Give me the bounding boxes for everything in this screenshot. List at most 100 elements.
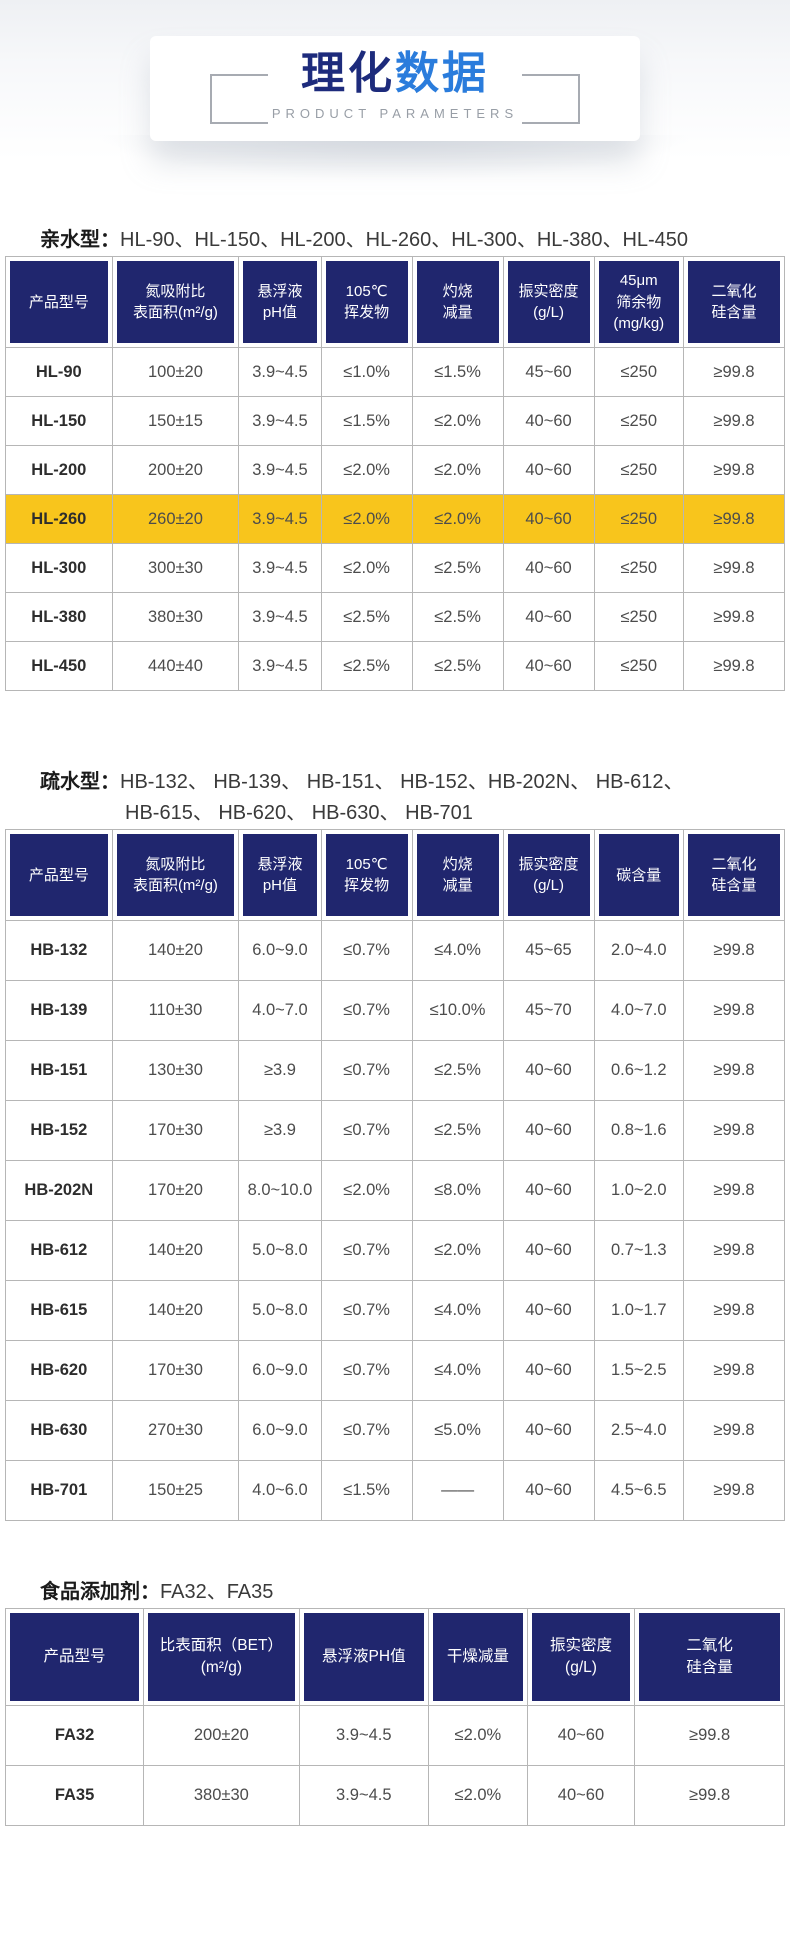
column-header: 干燥减量 [427,1608,528,1707]
value-cell: ≥99.8 [683,592,785,643]
column-header: 灼烧 减量 [411,256,504,349]
value-cell: ≤1.0% [320,347,413,398]
column-header: 氮吸附比 表面积(m²/g) [111,256,240,349]
column-header: 悬浮液 pH值 [238,256,322,349]
value-cell: ≥99.8 [683,347,785,398]
value-cell: ≤2.0% [427,1765,528,1827]
value-cell: 4.0~7.0 [238,980,322,1042]
value-cell: ≤1.5% [320,396,413,447]
value-cell: ≤2.0% [320,445,413,496]
column-header: 45μm 筛余物 (mg/kg) [593,256,685,349]
column-header-label: 悬浮液PH值 [303,1613,424,1702]
value-cell: 3.9~4.5 [298,1705,429,1767]
value-cell: 170±30 [111,1100,240,1162]
product-model-cell: HB-701 [5,1460,113,1522]
value-cell: 380±30 [111,592,240,643]
value-cell: 4.0~7.0 [593,980,685,1042]
product-model-cell: HB-202N [5,1160,113,1222]
value-cell: 270±30 [111,1400,240,1462]
section-models: FA32、FA35 [160,1581,274,1604]
column-header-label: 氮吸附比 表面积(m²/g) [116,261,235,344]
column-header: 产品型号 [5,829,113,922]
section-label: 疏水型： [40,771,120,794]
value-cell: ≤2.5% [320,641,413,692]
hydrophobic-table: 产品型号 氮吸附比 表面积(m²/g) 悬浮液 pH值 105℃ 挥发物 灼烧 减量 振实… [5,829,785,1522]
value-cell: 200±20 [111,445,240,496]
value-cell: ≥3.9 [238,1040,322,1102]
value-cell: ≤4.0% [411,920,504,982]
value-cell: 40~60 [502,592,595,643]
product-model-cell: HL-90 [5,347,113,398]
value-cell: 45~70 [502,980,595,1042]
column-header: 105℃ 挥发物 [320,256,413,349]
value-cell: ≤2.0% [320,494,413,545]
value-cell: ≤250 [593,396,685,447]
column-header-label: 振实密度 (g/L) [507,261,590,344]
product-model-cell: HB-630 [5,1400,113,1462]
column-header-label: 105℃ 挥发物 [325,261,408,344]
value-cell: —— [411,1460,504,1522]
column-header-label: 悬浮液 pH值 [243,261,317,344]
value-cell: 6.0~9.0 [238,920,322,982]
column-header-label: 二氧化 硅含量 [639,1613,780,1702]
value-cell: ≥99.8 [683,1220,785,1282]
value-cell: 0.8~1.6 [593,1100,685,1162]
value-cell: 1.0~1.7 [593,1280,685,1342]
table-row: HB-139 110±30 4.0~7.0 ≤0.7% ≤10.0% 45~70 4.0~7… [5,980,785,1042]
value-cell: ≥99.8 [683,445,785,496]
page-header: 理化数据 PRODUCT PARAMETERS [0,0,790,200]
column-header: 振实密度 (g/L) [502,256,595,349]
table-row: HL-150 150±15 3.9~4.5 ≤1.5% ≤2.0% 40~60 ≤250 ≥9… [5,396,785,447]
value-cell: ≥99.8 [683,980,785,1042]
value-cell: 6.0~9.0 [238,1400,322,1462]
value-cell: ≤4.0% [411,1340,504,1402]
value-cell: 440±40 [111,641,240,692]
page-subtitle: PRODUCT PARAMETERS [271,106,519,122]
value-cell: 40~60 [502,641,595,692]
value-cell: ≥99.8 [683,494,785,545]
table-row: HL-450 440±40 3.9~4.5 ≤2.5% ≤2.5% 40~60 ≤250 ≥9… [5,641,785,692]
value-cell: 3.9~4.5 [238,347,322,398]
table-row: HB-152 170±30 ≥3.9 ≤0.7% ≤2.5% 40~60 0.8~1.6 ≥9… [5,1100,785,1162]
value-cell: 40~60 [502,1220,595,1282]
value-cell: ≤2.5% [320,592,413,643]
value-cell: 140±20 [111,920,240,982]
value-cell: ≤2.0% [320,1160,413,1222]
product-model-cell: HB-152 [5,1100,113,1162]
hydrophilic-table: 产品型号 氮吸附比 表面积(m²/g) 悬浮液 pH值 105℃ 挥发物 灼烧 减量 振实… [5,256,785,692]
left-bracket-decoration [209,74,268,124]
value-cell: 40~60 [526,1705,636,1767]
value-cell: ≥99.8 [683,396,785,447]
value-cell: ≤2.0% [411,445,504,496]
value-cell: ≤8.0% [411,1160,504,1222]
value-cell: 4.5~6.5 [593,1460,685,1522]
value-cell: ≤0.7% [320,980,413,1042]
section-models-line2: HB-615、 HB-620、 HB-630、 HB-701 [125,802,473,825]
value-cell: ≤250 [593,494,685,545]
value-cell: 3.9~4.5 [238,445,322,496]
value-cell: 260±20 [111,494,240,545]
value-cell: ≤250 [593,592,685,643]
right-bracket-decoration [522,74,581,124]
section-title-hydrophobic: 疏水型：HB-132、 HB-139、 HB-151、 HB-152、HB-20… [40,767,754,829]
value-cell: ≥99.8 [683,1160,785,1222]
value-cell: ≤0.7% [320,1100,413,1162]
product-model-cell: HB-615 [5,1280,113,1342]
value-cell: ≤1.5% [411,347,504,398]
table-row: FA35 380±30 3.9~4.5 ≤2.0% 40~60 ≥99.8 [4,1765,785,1827]
column-header-label: 45μm 筛余物 (mg/kg) [598,261,680,344]
value-cell: 170±30 [111,1340,240,1402]
column-header-label: 二氧化 硅含量 [688,834,780,917]
value-cell: ≥99.8 [683,1100,785,1162]
product-model-cell: HB-151 [5,1040,113,1102]
value-cell: ≤250 [593,543,685,594]
table-row: HL-380 380±30 3.9~4.5 ≤2.5% ≤2.5% 40~60 ≤250 ≥9… [5,592,785,643]
value-cell: ≥99.8 [683,1400,785,1462]
value-cell: 40~60 [526,1765,636,1827]
value-cell: 150±25 [111,1460,240,1522]
page-title: 理化数据 [272,49,518,98]
value-cell: 100±20 [111,347,240,398]
value-cell: ≤0.7% [320,1040,413,1102]
value-cell: ≤250 [593,347,685,398]
column-header-label: 振实密度 (g/L) [507,834,590,917]
